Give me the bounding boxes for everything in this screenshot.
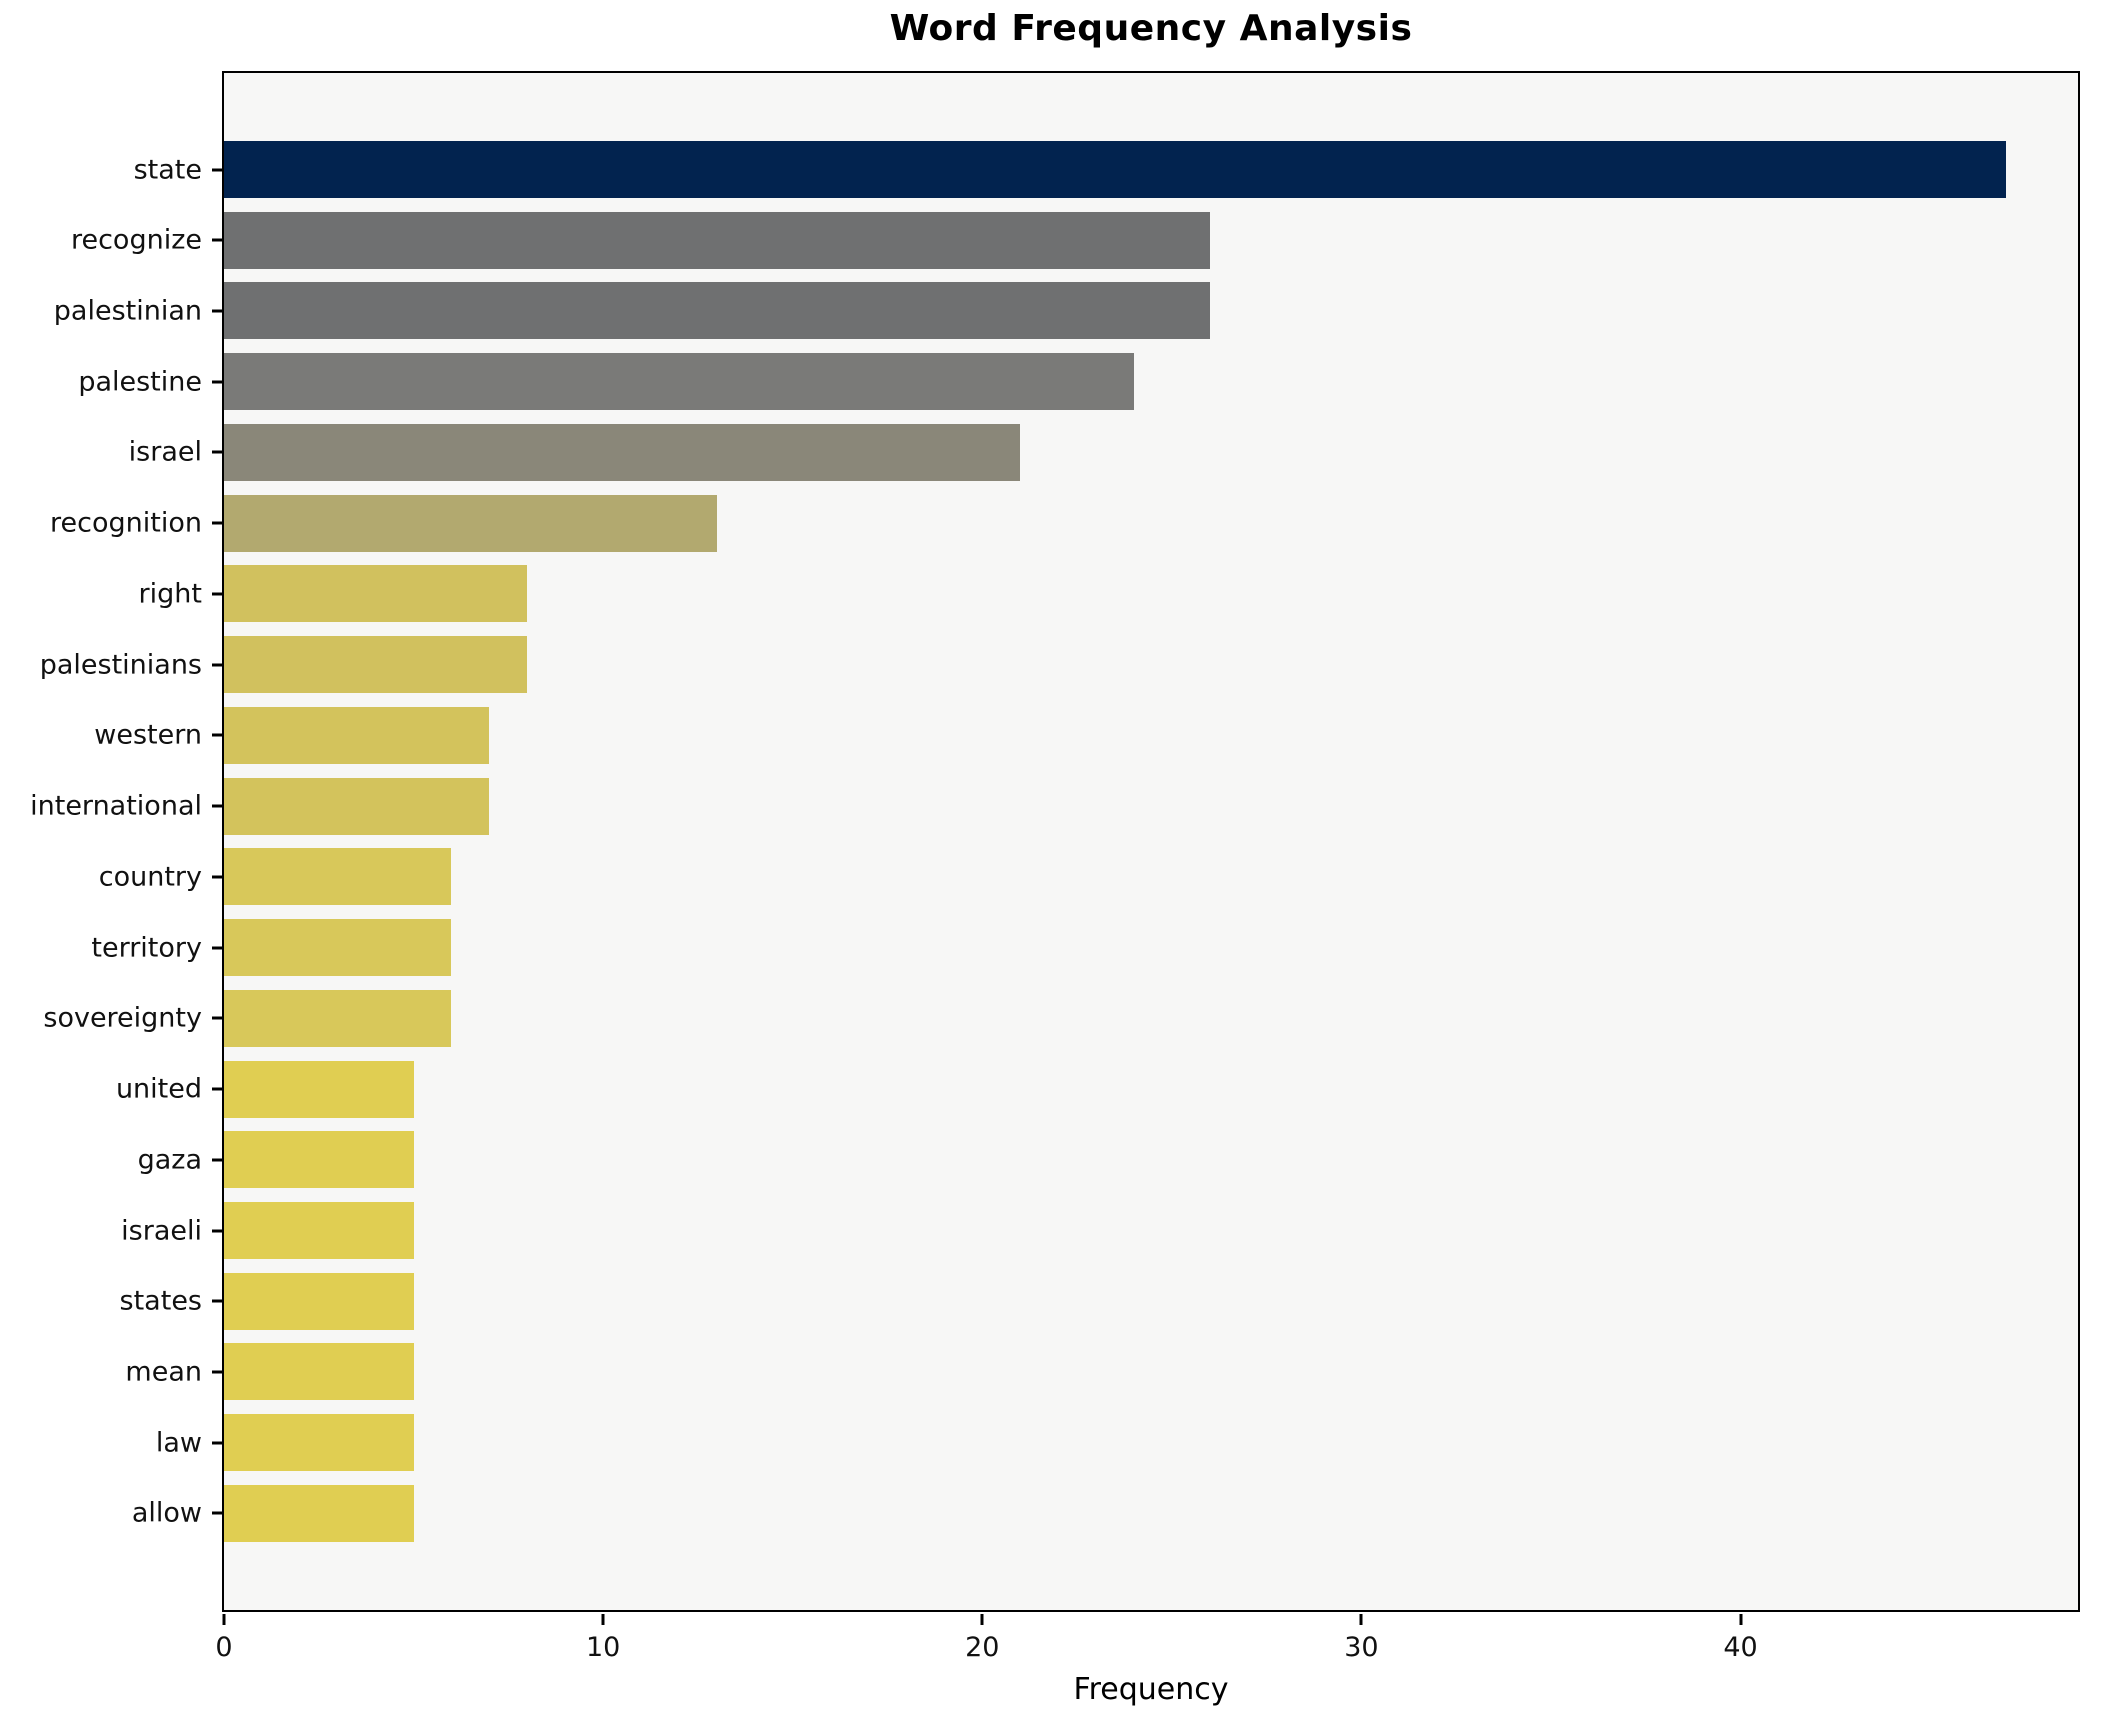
y-tick-mark (212, 946, 222, 950)
bar-recognize (224, 211, 1210, 269)
bar-row: states (120, 1272, 2078, 1330)
y-tick-label-sovereignty: sovereignty (43, 1002, 202, 1034)
y-tick-mark (212, 1016, 222, 1020)
y-tick-mark (212, 1511, 222, 1515)
bar-row: country (99, 848, 2078, 906)
bar-row: recognize (71, 211, 2078, 269)
y-tick-label-palestinian: palestinian (53, 295, 202, 327)
y-tick-label-palestine: palestine (78, 366, 202, 398)
bar-row: western (94, 706, 2078, 764)
bar-recognition (224, 494, 717, 552)
y-tick-label-mean: mean (125, 1356, 202, 1388)
y-tick-label-palestinians: palestinians (39, 649, 202, 681)
y-tick-label-western: western (94, 719, 202, 751)
y-tick-mark (212, 1441, 222, 1445)
x-axis: 0 10 20 30 40 (215, 1612, 2078, 1722)
y-tick-label-country: country (98, 861, 202, 893)
y-tick-mark (212, 875, 222, 879)
x-tick-mark (601, 1614, 605, 1625)
y-tick-label-allow: allow (131, 1497, 202, 1529)
y-tick-label-gaza: gaza (137, 1144, 202, 1176)
x-tick-label-30: 30 (1344, 1632, 1379, 1663)
bar-row: recognition (50, 494, 2078, 552)
bar-row: law (156, 1414, 2078, 1472)
y-tick-mark (212, 1299, 222, 1303)
bar-row: palestinians (40, 636, 2078, 694)
x-tick-label-40: 40 (1723, 1632, 1758, 1663)
bar-sovereignty (224, 989, 452, 1047)
y-tick-mark (212, 1370, 222, 1374)
bar-row: allow (132, 1484, 2078, 1542)
y-tick-label-territory: territory (91, 932, 202, 964)
bar-row: territory (91, 919, 2078, 977)
y-tick-label-state: state (133, 154, 202, 185)
y-tick-mark (212, 1229, 222, 1233)
y-tick-label-israel: israel (128, 436, 202, 468)
bar-country (224, 848, 452, 906)
bar-israeli (224, 1202, 414, 1260)
plot-area: state recognize palestinian palestine israel… (30, 71, 2080, 1612)
bar-allow (224, 1484, 414, 1542)
bar-territory (224, 919, 452, 977)
x-tick-mark (1739, 1614, 1743, 1625)
bar-palestinians (224, 636, 528, 694)
y-tick-mark (212, 238, 222, 242)
y-tick-mark (212, 380, 222, 384)
y-tick-label-law: law (155, 1427, 202, 1459)
bar-row: mean (125, 1343, 2078, 1401)
y-tick-label-israeli: israeli (121, 1215, 202, 1247)
bar-united (224, 1060, 414, 1118)
y-tick-label-united: united (115, 1073, 202, 1105)
bar-right (224, 565, 528, 623)
bar-state (224, 141, 2006, 198)
bar-row: right (139, 565, 2078, 623)
y-tick-mark (212, 1158, 222, 1162)
x-axis-label: Frequency (1073, 1672, 1229, 1707)
y-tick-mark (212, 450, 222, 454)
bar-row: gaza (138, 1131, 2078, 1189)
x-tick-mark (1359, 1614, 1363, 1625)
y-tick-mark (212, 663, 222, 667)
bar-palestine (224, 353, 1134, 411)
bar-law (224, 1414, 414, 1472)
bar-row: united (116, 1060, 2078, 1118)
bar-international (224, 777, 490, 835)
bar-palestinian (224, 282, 1210, 340)
bar-gaza (224, 1131, 414, 1189)
y-tick-mark (212, 168, 222, 171)
y-tick-label-recognition: recognition (50, 507, 202, 539)
bars-container: state recognize palestinian palestine israel… (30, 73, 2078, 1610)
bar-row: palestinian (54, 282, 2078, 340)
y-tick-label-states: states (119, 1285, 202, 1317)
x-tick-label-20: 20 (965, 1632, 1000, 1663)
y-tick-mark (212, 733, 222, 737)
y-tick-mark (212, 592, 222, 596)
x-tick-mark (222, 1614, 226, 1625)
bar-mean (224, 1343, 414, 1401)
bar-row: israel (129, 423, 2078, 481)
y-tick-mark (212, 309, 222, 313)
bar-states (224, 1272, 414, 1330)
y-tick-mark (212, 1087, 222, 1091)
bar-israel (224, 423, 1021, 481)
bar-row: israeli (121, 1202, 2078, 1260)
bar-row: sovereignty (43, 989, 2078, 1047)
bar-row: state (134, 141, 2078, 198)
x-tick-label-0: 0 (215, 1632, 233, 1663)
x-tick-label-10: 10 (585, 1632, 621, 1663)
y-tick-mark (212, 521, 222, 525)
y-tick-label-international: international (30, 790, 202, 822)
bar-row: palestine (78, 353, 2078, 411)
y-tick-label-right: right (138, 578, 202, 610)
bar-western (224, 706, 490, 764)
y-tick-label-recognize: recognize (70, 224, 202, 256)
y-tick-mark (212, 804, 222, 808)
x-tick-mark (980, 1614, 984, 1625)
chart-title: Word Frequency Analysis (889, 8, 1413, 49)
bar-row: international (30, 777, 2078, 835)
